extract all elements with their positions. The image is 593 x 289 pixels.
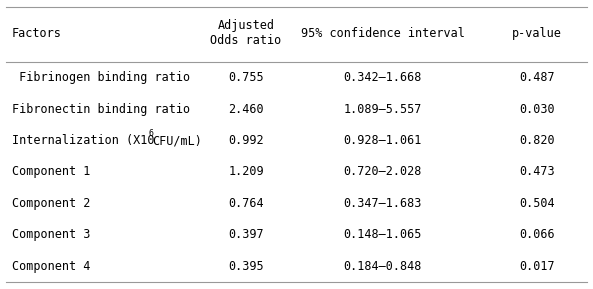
Text: 1.209: 1.209 <box>228 166 264 178</box>
Text: 6: 6 <box>148 129 153 138</box>
Text: 2.460: 2.460 <box>228 103 264 116</box>
Text: Component 3: Component 3 <box>12 228 90 241</box>
Text: 0.395: 0.395 <box>228 260 264 273</box>
Text: 0.820: 0.820 <box>519 134 554 147</box>
Text: 0.928–1.061: 0.928–1.061 <box>343 134 422 147</box>
Text: p-value: p-value <box>512 27 562 40</box>
Text: 0.720–2.028: 0.720–2.028 <box>343 166 422 178</box>
Text: 0.487: 0.487 <box>519 71 554 84</box>
Text: Internalization (X10: Internalization (X10 <box>12 134 154 147</box>
Text: CFU/mL): CFU/mL) <box>152 134 202 147</box>
Text: 0.755: 0.755 <box>228 71 264 84</box>
Text: 95% confidence interval: 95% confidence interval <box>301 27 464 40</box>
Text: 0.764: 0.764 <box>228 197 264 210</box>
Text: 0.017: 0.017 <box>519 260 554 273</box>
Text: Fibrinogen binding ratio: Fibrinogen binding ratio <box>12 71 190 84</box>
Text: 1.089–5.557: 1.089–5.557 <box>343 103 422 116</box>
Text: 0.347–1.683: 0.347–1.683 <box>343 197 422 210</box>
Text: Component 2: Component 2 <box>12 197 90 210</box>
Text: 0.504: 0.504 <box>519 197 554 210</box>
Text: Fibronectin binding ratio: Fibronectin binding ratio <box>12 103 190 116</box>
Text: Adjusted
Odds ratio: Adjusted Odds ratio <box>211 19 282 47</box>
Text: 0.342–1.668: 0.342–1.668 <box>343 71 422 84</box>
Text: Factors: Factors <box>12 27 62 40</box>
Text: 0.473: 0.473 <box>519 166 554 178</box>
Text: 0.184–0.848: 0.184–0.848 <box>343 260 422 273</box>
Text: 0.992: 0.992 <box>228 134 264 147</box>
Text: Component 4: Component 4 <box>12 260 90 273</box>
Text: 0.030: 0.030 <box>519 103 554 116</box>
Text: 0.397: 0.397 <box>228 228 264 241</box>
Text: 0.148–1.065: 0.148–1.065 <box>343 228 422 241</box>
Text: 0.066: 0.066 <box>519 228 554 241</box>
Text: Component 1: Component 1 <box>12 166 90 178</box>
